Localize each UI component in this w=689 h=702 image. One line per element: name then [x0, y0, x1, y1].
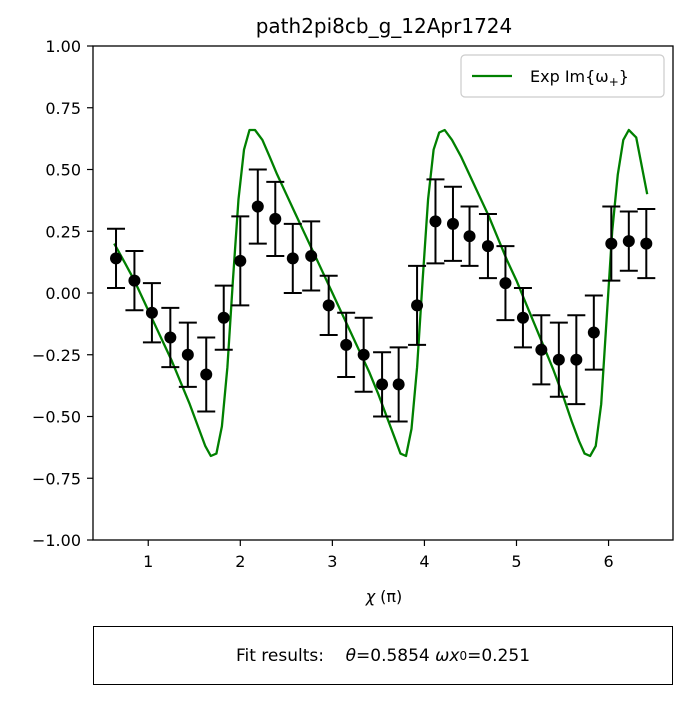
legend-box — [460, 54, 665, 98]
x-axis-label: χ (π) — [365, 587, 403, 606]
errorbar-point — [426, 178, 445, 265]
errorbar-point — [142, 282, 161, 344]
errorbar-point — [602, 205, 621, 282]
errorbar-point — [460, 205, 479, 267]
errorbar-point — [107, 227, 126, 290]
x-tick-label: 5 — [511, 552, 521, 571]
y-tick-label: −0.50 — [32, 408, 81, 427]
data-point — [145, 306, 158, 319]
data-point — [622, 235, 635, 248]
y-tick-label: 0.25 — [45, 222, 81, 241]
y-tick-label: 0.00 — [45, 284, 81, 303]
legend-label: Exp Im{ω+} — [530, 67, 629, 89]
data-point — [570, 353, 583, 366]
errorbar-point — [637, 208, 656, 280]
errorbar-point — [231, 215, 250, 307]
errorbar-point — [197, 336, 216, 413]
errorbar-point — [337, 311, 356, 378]
theta-value: =0.5854 — [356, 645, 430, 666]
data-point — [234, 254, 247, 267]
data-point — [605, 237, 618, 250]
errorbar-point — [266, 180, 285, 257]
data-point — [463, 230, 476, 243]
errorbar-point — [443, 185, 462, 262]
errorbar-point — [319, 274, 338, 336]
omega-symbol: ωx — [435, 645, 460, 666]
data-point — [340, 338, 353, 351]
errorbar-point — [161, 306, 180, 369]
errorbar-point — [532, 314, 551, 386]
errorbar-point — [373, 351, 392, 418]
data-point — [128, 274, 141, 287]
data-point — [286, 252, 299, 265]
data-point — [535, 343, 548, 356]
errorbar-point — [567, 314, 586, 406]
data-point — [164, 331, 177, 344]
chart: path2pi8cb_g_12Apr1724 1 2 3 4 5 6 1.00 0.75 0.5… — [32, 14, 674, 606]
y-tick-label: −0.75 — [32, 469, 81, 488]
errorbar-point — [354, 316, 373, 393]
data-point — [446, 217, 459, 230]
y-tick-label: 0.75 — [45, 99, 81, 118]
data-point — [200, 368, 213, 381]
errorbar-point — [584, 294, 603, 371]
data-point — [499, 277, 512, 290]
y-tick-label: 0.50 — [45, 161, 81, 180]
data-point — [305, 249, 318, 262]
legend: Exp Im{ω+} — [460, 54, 665, 98]
errorbar-point — [549, 321, 568, 398]
x-tick-label: 4 — [419, 552, 429, 571]
errorbar-point — [389, 346, 408, 423]
errorbar-point — [125, 250, 144, 312]
data-point — [429, 215, 442, 228]
errorbar-point — [178, 321, 197, 388]
errorbar-point — [283, 222, 302, 294]
data-point — [376, 378, 389, 391]
axes: 1 2 3 4 5 6 1.00 0.75 0.50 0.25 0.00 −0.25 −0.50 −0.7… — [32, 37, 674, 571]
data-point — [110, 252, 123, 265]
omega-subscript: 0 — [459, 648, 468, 663]
errorbar-point — [214, 284, 233, 351]
x-axis-label-unit: (π) — [380, 587, 402, 606]
data-point — [181, 348, 194, 361]
errorbar-point — [496, 245, 515, 322]
errorbar-point — [408, 264, 427, 346]
data-point — [251, 200, 264, 213]
data-point — [516, 311, 529, 324]
data-point — [217, 311, 230, 324]
y-tick-label: 1.00 — [45, 37, 81, 56]
x-tick-label: 6 — [603, 552, 613, 571]
data-point — [587, 326, 600, 339]
errorbar-point — [302, 220, 321, 292]
omega-value: =0.251 — [467, 645, 531, 666]
series-line-exp-im — [113, 128, 649, 458]
theta-symbol: θ — [345, 645, 357, 666]
data-point — [640, 237, 653, 250]
data-point — [392, 378, 405, 391]
data-point — [269, 212, 282, 225]
data-point — [481, 240, 494, 253]
chart-marks — [107, 128, 656, 458]
errorbar-point — [478, 212, 497, 280]
y-tick-label: −1.00 — [32, 531, 81, 550]
x-tick-label: 2 — [235, 552, 245, 571]
chart-title: path2pi8cb_g_12Apr1724 — [256, 14, 513, 38]
errorbar-point — [619, 210, 638, 272]
data-point — [552, 353, 565, 366]
errorbar-point — [248, 168, 267, 245]
data-point — [357, 348, 370, 361]
x-axis-label-symbol: χ — [365, 587, 376, 606]
fit-results-label: Fit results: — [235, 645, 324, 666]
x-tick-label: 1 — [143, 552, 153, 571]
data-point — [322, 299, 335, 312]
errorbar-point — [513, 287, 532, 349]
fit-results-box: Fit results: θ =0.5854 ωx 0 =0.251 — [93, 626, 673, 685]
x-tick-label: 3 — [327, 552, 337, 571]
plot-area — [93, 46, 673, 540]
data-point — [411, 299, 424, 312]
y-tick-label: −0.25 — [32, 346, 81, 365]
plot-background — [93, 46, 673, 540]
